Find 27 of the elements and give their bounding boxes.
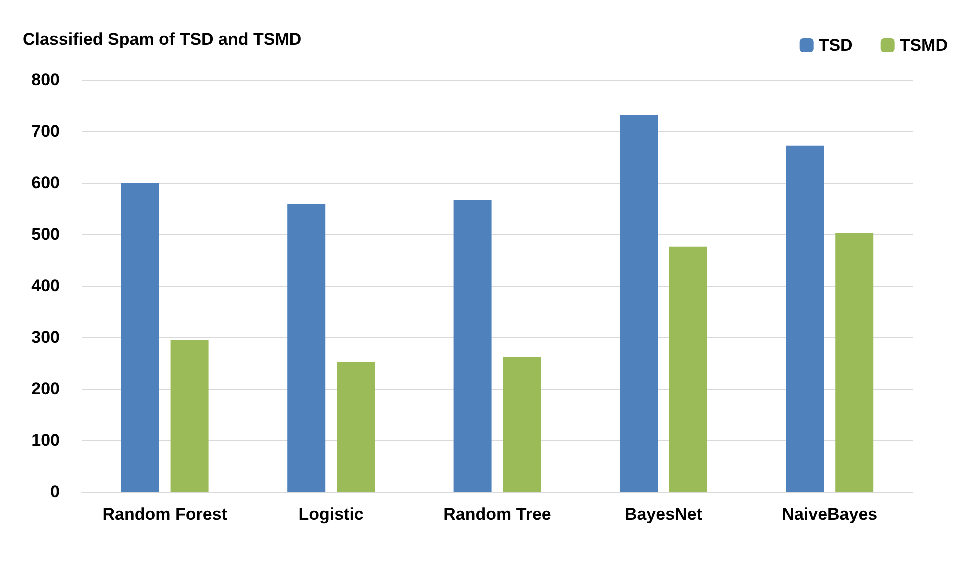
bar (170, 340, 209, 492)
bar (620, 115, 658, 492)
y-tick-label: 200 (32, 380, 60, 398)
bar (288, 204, 326, 492)
y-tick-label: 700 (32, 122, 60, 141)
chart-title: Classified Spam of TSD and TSMD (23, 30, 302, 49)
bar (836, 232, 874, 492)
y-tick-label: 300 (32, 328, 60, 347)
y-tick-label: 100 (32, 431, 60, 450)
y-tick-label: 500 (32, 225, 60, 244)
x-tick-label: BayesNet (624, 505, 703, 524)
y-tick-label: 800 (32, 70, 60, 90)
bar (786, 146, 824, 492)
x-tick-label: Random Forest (102, 505, 228, 524)
legend-label: TSMD (900, 36, 948, 55)
y-tick-label: 400 (32, 276, 60, 296)
bar (121, 183, 160, 492)
bar (454, 200, 492, 492)
y-tick-label: 600 (32, 174, 60, 192)
x-tick-label: Logistic (298, 505, 364, 524)
bar (503, 357, 542, 492)
x-tick-label: Random Tree (444, 505, 552, 524)
bar (337, 362, 375, 492)
bar (669, 246, 708, 492)
x-tick-label: NaiveBayes (782, 505, 878, 524)
y-tick-label: 0 (50, 482, 60, 502)
legend-label: TSD (818, 36, 853, 55)
